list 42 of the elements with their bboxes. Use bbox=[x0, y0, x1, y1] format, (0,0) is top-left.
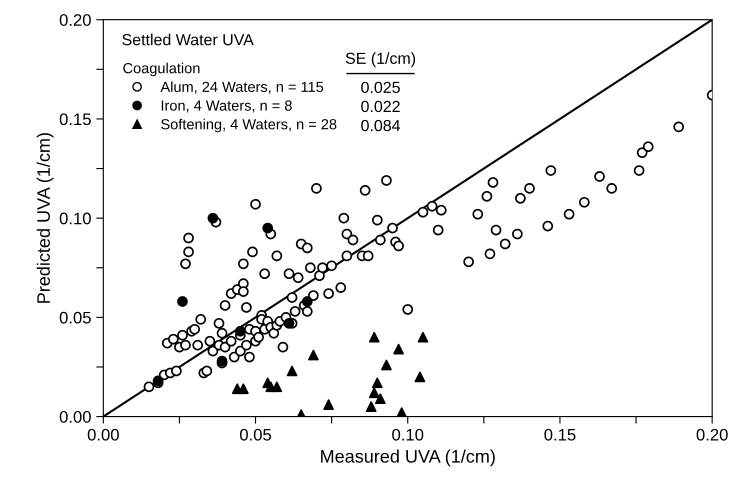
point bbox=[372, 378, 383, 388]
point bbox=[381, 360, 392, 370]
x-tick-label: 0.05 bbox=[240, 428, 272, 441]
point bbox=[234, 326, 246, 337]
point bbox=[286, 366, 298, 376]
point bbox=[418, 332, 428, 343]
y-tick-label: 0.05 bbox=[60, 312, 91, 324]
annotation: 0.025 bbox=[361, 82, 400, 93]
text: Settled Water UVA bbox=[122, 34, 254, 46]
legend-label: Alum, 24 Waters, n = 115 bbox=[160, 81, 324, 94]
x-tick-label: 0.20 bbox=[696, 428, 728, 441]
point bbox=[284, 318, 294, 329]
x-axis-title: Measured UVA (1/cm) bbox=[321, 449, 495, 466]
point bbox=[238, 383, 249, 394]
y-tick-label: 0.15 bbox=[60, 113, 91, 126]
point bbox=[368, 332, 380, 343]
point bbox=[208, 212, 218, 224]
y-axis-title: Predicted UVA (1/cm) bbox=[36, 133, 54, 303]
point bbox=[396, 407, 407, 417]
legend-label: Softening, 4 Waters, n = 28 bbox=[161, 118, 336, 132]
legend-label: Iron, 4 Waters, n = 8 bbox=[162, 100, 292, 112]
point bbox=[262, 222, 274, 234]
point bbox=[366, 401, 377, 412]
point bbox=[414, 372, 426, 382]
point bbox=[272, 381, 282, 392]
y-tick-label: 0.20 bbox=[60, 14, 91, 26]
annotation: 0.022 bbox=[361, 100, 400, 112]
point bbox=[393, 344, 404, 354]
point bbox=[323, 399, 334, 410]
x-tick-label: 0.10 bbox=[392, 428, 424, 441]
point bbox=[368, 387, 380, 398]
legend-title: Coagulation bbox=[123, 62, 200, 76]
y-tick-label: 0.10 bbox=[60, 212, 91, 224]
point bbox=[177, 296, 188, 307]
x-tick-label: 0.15 bbox=[544, 428, 576, 441]
point bbox=[375, 393, 386, 404]
x-tick-label: 0.00 bbox=[88, 428, 119, 441]
annotation: 0.084 bbox=[361, 120, 400, 132]
point bbox=[302, 296, 313, 307]
y-tick-label: 0.00 bbox=[60, 410, 91, 423]
annotation: SE (1/cm) bbox=[346, 52, 416, 68]
point bbox=[308, 350, 319, 360]
